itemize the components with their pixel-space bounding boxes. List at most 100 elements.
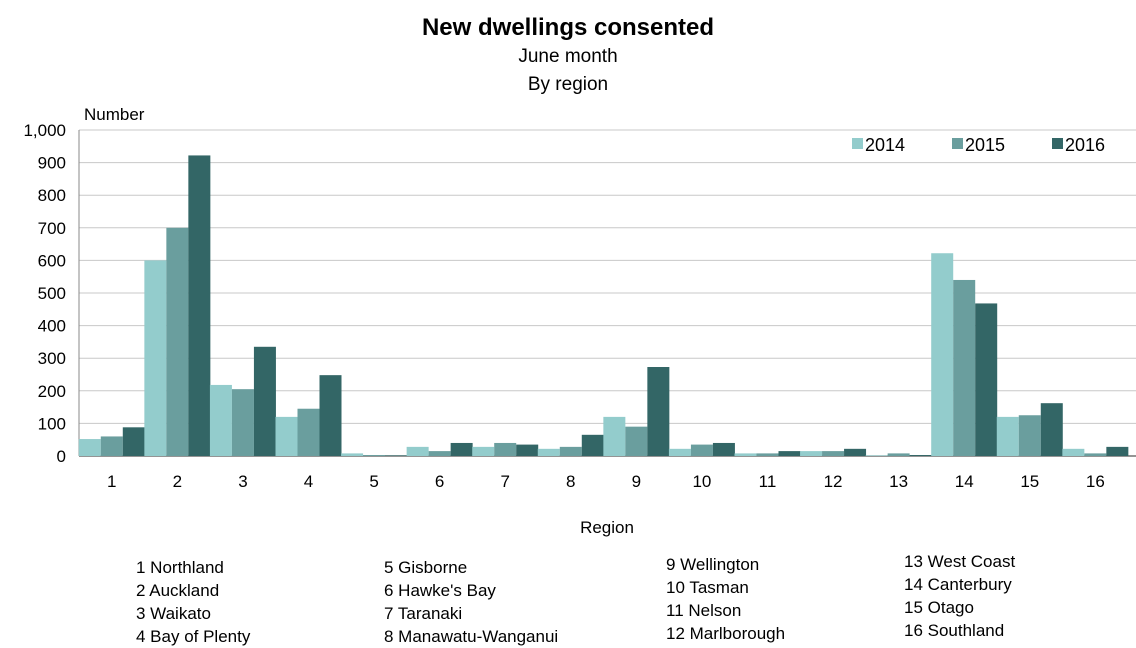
y-tick-label: 200 [38,382,66,401]
bar-2015-region-14 [953,279,976,456]
region-key-item: 14 Canterbury [904,575,1012,594]
region-key-item: 16 Southland [904,621,1005,640]
bar-2014-region-12 [800,451,823,456]
x-tick-label: 9 [632,472,641,491]
y-tick-label: 1,000 [23,121,66,140]
region-key-item: 10 Tasman [666,578,749,597]
x-tick-label: 10 [692,472,711,491]
region-key-item: 13 West Coast [904,552,1016,571]
bar-2014-region-2 [144,260,167,456]
bar-2015-region-15 [1018,415,1041,456]
y-tick-label: 900 [38,154,66,173]
legend-label-2015: 2015 [965,135,1005,155]
bar-2016-region-11 [778,451,801,456]
region-key-item: 7 Taranaki [384,604,463,623]
bar-2016-region-4 [319,375,342,456]
y-tick-label: 400 [38,317,66,336]
x-tick-label: 6 [435,472,444,491]
bar-2015-region-2 [166,227,189,456]
bar-2015-region-12 [822,451,845,456]
x-tick-label: 13 [889,472,908,491]
chart-subtitle-grouping: By region [527,74,609,95]
region-key-item: 4 Bay of Plenty [136,627,251,646]
x-tick-label: 5 [369,472,378,491]
y-tick-label: 800 [38,186,66,205]
y-tick-label: 100 [38,414,66,433]
bar-2015-region-13 [887,453,910,456]
region-key-item: 8 Manawatu-Wanganui [384,627,559,646]
y-tick-label: 300 [38,349,66,368]
region-key-item: 3 Waikato [136,604,211,623]
bar-2015-region-1 [100,436,123,456]
x-tick-label: 14 [955,472,974,491]
y-tick-label: 700 [38,219,66,238]
bar-2016-region-9 [647,367,670,456]
bar-2014-region-16 [1062,448,1085,456]
bar-2014-region-8 [537,448,560,456]
bar-2016-region-10 [712,442,735,456]
bar-2016-region-15 [1040,403,1063,456]
bar-2016-region-13 [909,455,932,456]
region-key-column-2: 5 Gisborne 6 Hawke's Bay 7 Taranaki 8 Ma… [384,556,558,648]
bar-2016-region-2 [188,155,211,457]
bar-2015-region-6 [428,451,451,456]
region-key-item: 12 Marlborough [666,624,786,643]
x-tick-label: 7 [500,472,509,491]
bar-2016-region-8 [581,434,604,456]
region-key-item: 5 Gisborne [384,558,468,577]
x-tick-label: 8 [566,472,575,491]
bar-2016-region-14 [975,303,998,456]
bar-2014-region-13 [865,455,888,456]
bar-2016-region-6 [450,442,473,456]
bar-2015-region-4 [297,408,320,456]
bar-chart: 0 100 200 300 400 500 600 700 800 900 1,000 Number 1… [23,105,1136,537]
bar-2014-region-5 [341,453,364,456]
legend-label-2016: 2016 [1065,135,1105,155]
bar-2016-region-5 [385,455,408,456]
region-key-item: 6 Hawke's Bay [384,581,496,600]
y-tick-label: 500 [38,284,66,303]
bar-2015-region-8 [559,446,582,456]
bar-2014-region-1 [78,439,101,456]
region-key-item: 11 Nelson [666,601,742,620]
bar-2014-region-7 [472,446,495,456]
x-tick-label: 4 [304,472,313,491]
legend-swatch-2014 [852,138,863,149]
bar-2015-region-5 [363,455,386,456]
x-tick-label: 11 [759,472,777,491]
y-tick-label: 600 [38,251,66,270]
region-key-item: 9 Wellington [666,555,760,574]
chart-title: New dwellings consented [421,14,715,41]
bar-2016-region-7 [516,444,539,456]
bar-2014-region-15 [996,416,1019,456]
bar-2014-region-10 [668,448,691,456]
bar-2016-region-3 [253,346,276,456]
y-tick-label: 0 [57,447,66,466]
region-key-column-1: 1 Northland 2 Auckland 3 Waikato 4 Bay o… [136,556,250,648]
y-axis-label: Number [84,105,145,124]
x-tick-label: 3 [238,472,247,491]
bar-2015-region-16 [1084,453,1107,456]
x-tick-label: 16 [1086,472,1105,491]
x-axis-label: Region [580,518,634,537]
bar-2014-region-3 [209,384,232,456]
chart-subtitle-month: June month [518,46,618,67]
bar-2014-region-11 [734,453,757,456]
x-tick-label: 1 [107,472,116,491]
bar-2016-region-12 [844,448,867,456]
bar-2015-region-11 [756,453,779,456]
x-tick-label: 12 [824,472,843,491]
region-key-item: 15 Otago [904,598,974,617]
legend-label-2014: 2014 [865,135,905,155]
bar-2014-region-4 [275,416,298,456]
bar-2015-region-10 [690,444,713,456]
bar-2014-region-6 [406,446,429,456]
bar-2015-region-3 [231,389,254,456]
bar-2016-region-16 [1106,446,1129,456]
bar-2014-region-9 [603,416,626,456]
legend-swatch-2015 [952,138,963,149]
bar-2014-region-14 [931,253,954,456]
region-key-column-4: 13 West Coast 14 Canterbury 15 Otago 16 … [904,550,1015,642]
bar-2015-region-9 [625,426,648,456]
x-tick-label: 2 [173,472,182,491]
